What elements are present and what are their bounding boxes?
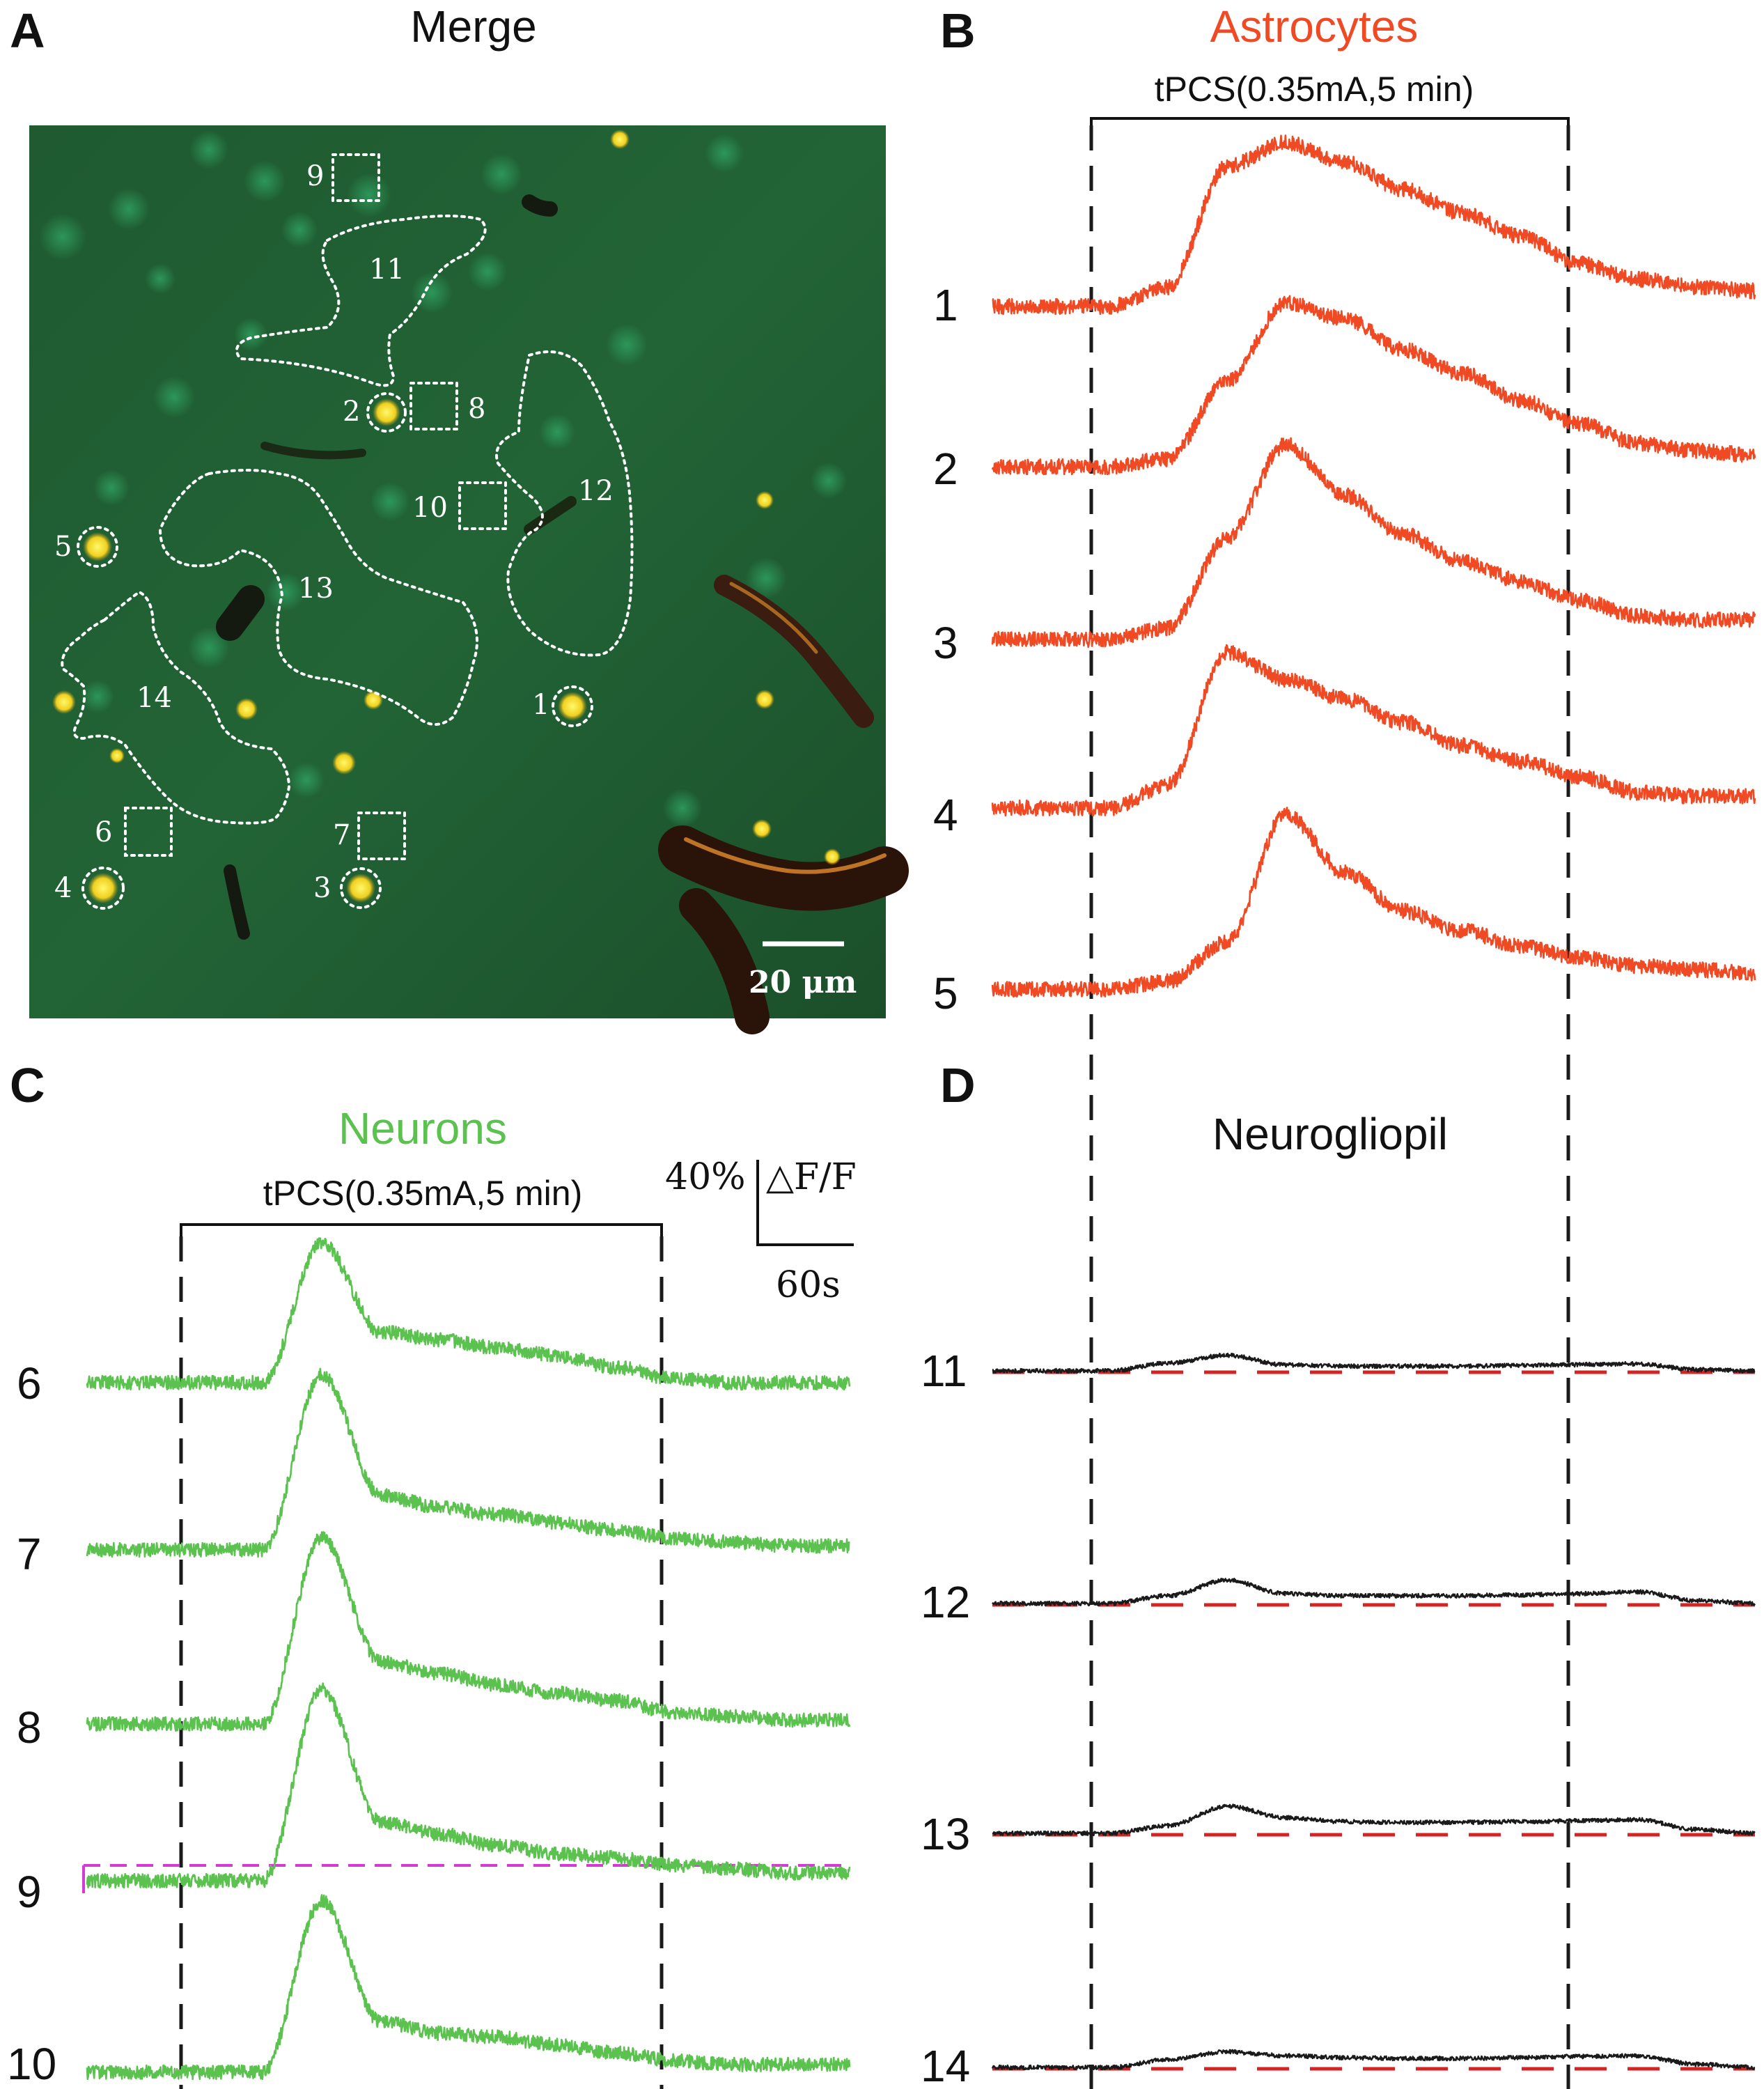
roi-label-6: 6 xyxy=(95,816,112,848)
neuron-somata xyxy=(39,130,847,828)
row-label-1: 1 xyxy=(933,280,958,330)
neuropil-baselines xyxy=(992,1370,1755,2071)
panel-title-merge: Merge xyxy=(410,1,536,52)
roi-label-9: 9 xyxy=(306,160,324,192)
row-label-13: 13 xyxy=(921,1809,970,1859)
row-label-5: 5 xyxy=(933,968,958,1018)
stimulus-bracket-c: tPCS(0.35mA,5 min) xyxy=(180,1174,663,1236)
roi-label-7: 7 xyxy=(333,819,350,851)
roi-outlines xyxy=(61,153,634,910)
blood-vessels xyxy=(216,194,909,1034)
scale-bar-label: 20 μm xyxy=(749,965,857,1000)
scale-y-label: 40% xyxy=(665,1156,746,1198)
row-label-6: 6 xyxy=(17,1358,42,1408)
roi-4-outline xyxy=(81,867,125,910)
roi-1-outline xyxy=(552,685,593,727)
astrocyte-traces xyxy=(991,134,1756,998)
row-label-9: 9 xyxy=(17,1867,42,1917)
row-label-7: 7 xyxy=(17,1529,42,1579)
row-labels-c: 6 7 8 9 10 xyxy=(7,1358,56,2089)
row-labels-b: 1 2 3 4 5 xyxy=(933,280,958,1018)
roi-8-outline xyxy=(409,382,458,430)
trace-3 xyxy=(991,437,1756,649)
roi-3-outline xyxy=(340,867,382,909)
row-label-4: 4 xyxy=(933,790,958,840)
panel-title-neurogliopil: Neurogliopil xyxy=(1212,1109,1448,1159)
roi-9-outline xyxy=(331,153,380,202)
roi-label-12: 12 xyxy=(578,475,614,507)
trace-6 xyxy=(86,1237,851,1391)
stimulus-bracket-b: tPCS(0.35mA,5 min) xyxy=(1090,70,1570,129)
roi-label-3: 3 xyxy=(313,872,331,904)
panel-label-d: D xyxy=(940,1058,976,1112)
stimulus-label-c: tPCS(0.35mA,5 min) xyxy=(263,1174,582,1213)
panel-label-c: C xyxy=(10,1058,45,1112)
trace-2 xyxy=(991,295,1756,476)
trace-14 xyxy=(991,2049,1756,2071)
trace-10 xyxy=(86,1894,851,2081)
scale-unit-label: △F/F xyxy=(766,1156,857,1198)
roi-label-1: 1 xyxy=(532,689,549,721)
trace-7 xyxy=(86,1367,850,1558)
roi-label-13: 13 xyxy=(298,573,334,605)
panel-title-neurons: Neurons xyxy=(338,1103,507,1154)
panel-label-a: A xyxy=(10,3,45,58)
stimulus-label-b: tPCS(0.35mA,5 min) xyxy=(1155,70,1474,109)
roi-label-10: 10 xyxy=(412,492,448,524)
row-label-3: 3 xyxy=(933,618,958,668)
response-scale-bar: 40% △F/F 60s xyxy=(665,1156,857,1306)
roi-labels: 1 2 3 4 5 6 7 8 9 10 11 12 13 14 xyxy=(54,160,614,904)
roi-label-5: 5 xyxy=(54,531,72,563)
neuropil-traces xyxy=(991,1352,1756,2071)
roi-label-14: 14 xyxy=(136,682,172,714)
neuron-traces xyxy=(86,1237,851,2081)
scale-x-label: 60s xyxy=(776,1264,841,1306)
roi-label-2: 2 xyxy=(343,396,360,428)
roi-label-11: 11 xyxy=(369,254,405,286)
trace-4 xyxy=(991,644,1756,817)
microscopy-image: 1 2 3 4 5 6 7 8 9 10 11 12 13 14 20 μm xyxy=(29,125,909,1034)
roi-7-outline xyxy=(357,811,406,860)
roi-12-outline xyxy=(495,350,634,657)
roi-13-outline xyxy=(158,469,478,726)
trace-9 xyxy=(86,1682,851,1889)
roi-11-outline xyxy=(235,215,487,387)
trace-12 xyxy=(992,1578,1756,1607)
row-label-10: 10 xyxy=(7,2039,56,2089)
row-labels-d: 11 12 13 14 xyxy=(921,1346,970,2089)
roi-label-8: 8 xyxy=(468,393,485,425)
row-label-12: 12 xyxy=(921,1577,970,1627)
trace-5 xyxy=(991,807,1756,998)
roi-2-outline xyxy=(366,392,407,433)
roi-5-outline xyxy=(77,526,118,568)
roi-14-outline xyxy=(61,590,291,825)
panel-title-astrocytes: Astrocytes xyxy=(1210,1,1419,52)
roi-6-outline xyxy=(124,807,173,857)
trace-1 xyxy=(992,134,1756,316)
trace-11 xyxy=(992,1352,1756,1374)
row-label-11: 11 xyxy=(921,1346,967,1396)
roi-10-outline xyxy=(458,481,507,530)
trace-8 xyxy=(86,1531,851,1732)
roi-label-4: 4 xyxy=(54,872,72,904)
row-label-2: 2 xyxy=(933,444,958,494)
astrocyte-markers xyxy=(52,130,841,903)
trace-13 xyxy=(992,1803,1756,1837)
panel-label-b: B xyxy=(940,3,976,58)
row-label-8: 8 xyxy=(17,1702,42,1753)
row-label-14: 14 xyxy=(921,2041,970,2089)
